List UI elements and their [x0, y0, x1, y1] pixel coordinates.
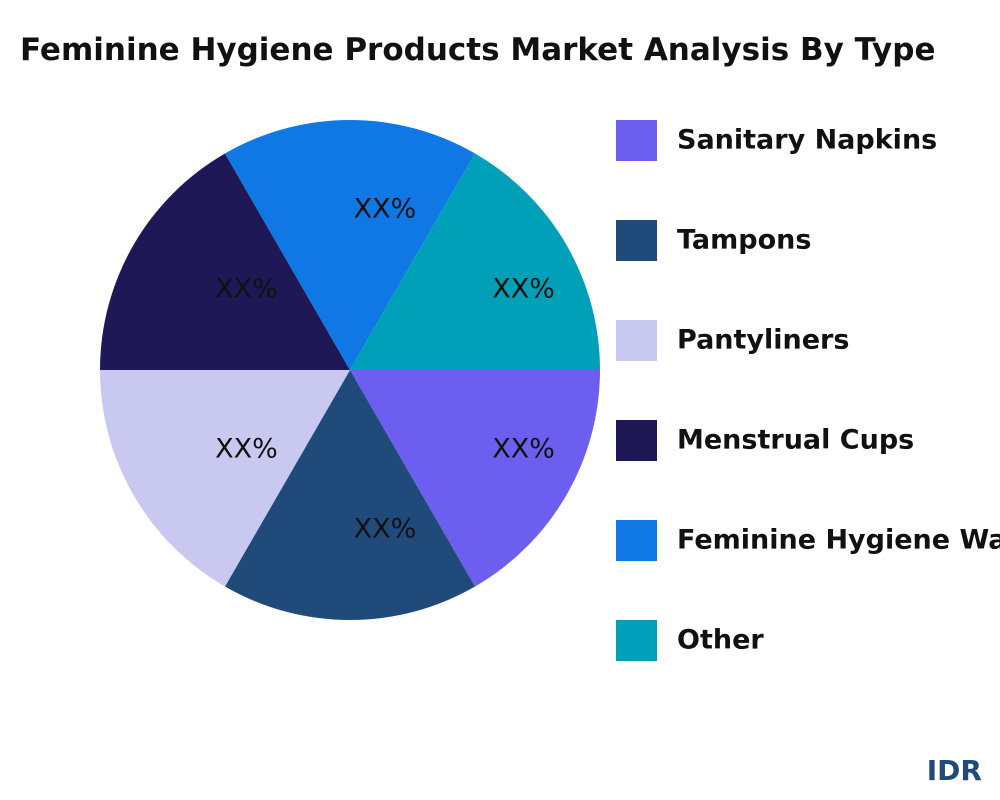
- legend-label: Sanitary Napkins: [677, 125, 937, 156]
- value-label: XX%: [215, 274, 278, 305]
- chart-title: Feminine Hygiene Products Market Analysi…: [20, 32, 935, 68]
- pie-slice: [100, 370, 350, 587]
- logo: IDR: [927, 754, 982, 787]
- legend-swatch: [616, 120, 657, 161]
- value-label: XX%: [215, 434, 278, 465]
- value-labels: XX% XX% XX% XX% XX% XX%: [215, 194, 555, 545]
- legend-swatch: [616, 320, 657, 361]
- legend-label: Other: [677, 625, 764, 656]
- pie-slice: [100, 153, 350, 370]
- value-label: XX%: [492, 434, 555, 465]
- legend-label: Menstrual Cups: [677, 425, 914, 456]
- pie-slice: [225, 370, 475, 620]
- pie: [100, 119, 600, 620]
- legend-swatch: [616, 220, 657, 261]
- value-label: XX%: [492, 274, 555, 305]
- legend-swatch: [616, 420, 657, 461]
- legend-label: Pantyliners: [677, 325, 849, 356]
- pie-slice: [350, 153, 600, 370]
- legend-label: Feminine Hygiene Wash: [677, 525, 1000, 556]
- legend: Sanitary Napkins Tampons Pantyliners Menstr…: [616, 120, 1000, 661]
- legend-swatch: [616, 520, 657, 561]
- value-label: XX%: [354, 514, 417, 545]
- legend-label: Tampons: [677, 225, 811, 256]
- pie-slice: [225, 119, 475, 370]
- pie-slice: [350, 370, 600, 587]
- value-label: XX%: [354, 194, 417, 225]
- legend-swatch: [616, 620, 657, 661]
